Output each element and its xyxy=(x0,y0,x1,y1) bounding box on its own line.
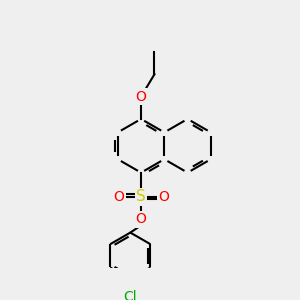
Text: O: O xyxy=(136,212,146,226)
Text: O: O xyxy=(158,190,169,204)
Text: Cl: Cl xyxy=(124,290,137,300)
Text: O: O xyxy=(113,190,124,204)
Text: O: O xyxy=(136,90,146,104)
Text: S: S xyxy=(136,189,146,204)
